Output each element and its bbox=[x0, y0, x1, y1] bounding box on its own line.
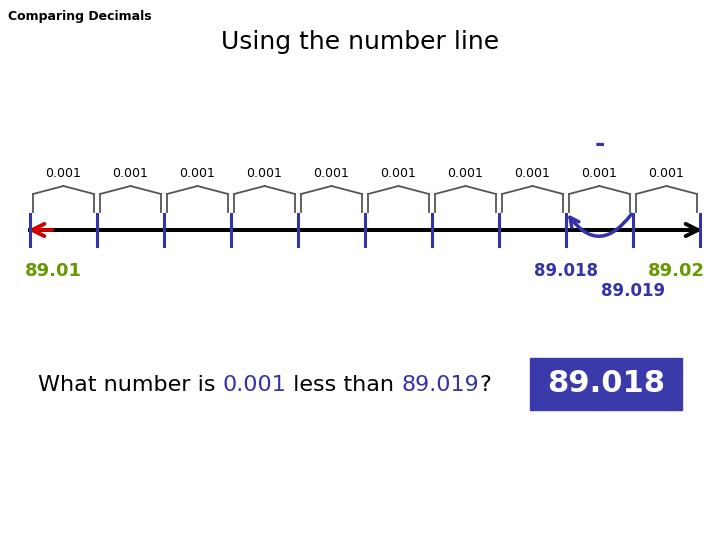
Text: 89.019: 89.019 bbox=[601, 282, 665, 300]
Text: 0.001: 0.001 bbox=[381, 167, 416, 180]
FancyBboxPatch shape bbox=[530, 358, 682, 410]
Text: less than: less than bbox=[287, 375, 402, 395]
Text: 0.001: 0.001 bbox=[112, 167, 148, 180]
Text: 0.001: 0.001 bbox=[45, 167, 81, 180]
Text: 89.01: 89.01 bbox=[25, 262, 82, 280]
Text: 0.001: 0.001 bbox=[515, 167, 550, 180]
Text: 89.019: 89.019 bbox=[402, 375, 480, 395]
Text: ?: ? bbox=[480, 375, 491, 395]
Text: 0.001: 0.001 bbox=[582, 167, 618, 180]
Text: 0.001: 0.001 bbox=[246, 167, 282, 180]
Text: 0.001: 0.001 bbox=[448, 167, 483, 180]
Text: 89.018: 89.018 bbox=[534, 262, 598, 280]
Text: 0.001: 0.001 bbox=[314, 167, 349, 180]
Text: 0.001: 0.001 bbox=[649, 167, 685, 180]
Text: 89.02: 89.02 bbox=[648, 262, 705, 280]
Text: -: - bbox=[594, 132, 605, 156]
Text: 0.001: 0.001 bbox=[222, 375, 287, 395]
Text: What number is: What number is bbox=[38, 375, 222, 395]
Text: Comparing Decimals: Comparing Decimals bbox=[8, 10, 152, 23]
Text: 89.018: 89.018 bbox=[547, 369, 665, 399]
Text: Using the number line: Using the number line bbox=[221, 30, 499, 54]
Text: 0.001: 0.001 bbox=[179, 167, 215, 180]
